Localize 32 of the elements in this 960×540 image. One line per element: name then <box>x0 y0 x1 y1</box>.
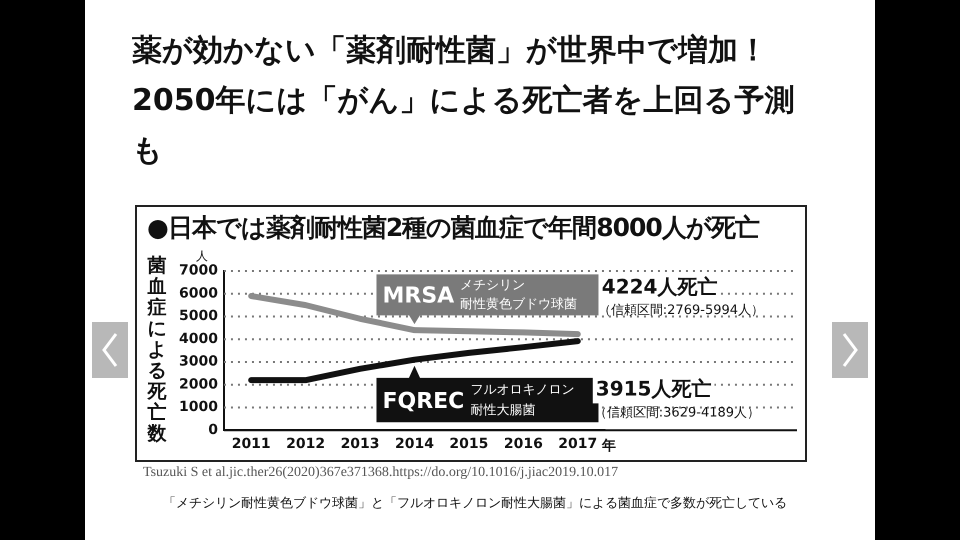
x-tick-label: 2013 <box>340 436 380 452</box>
annotation: （信頼区間:2769-5994人） <box>598 303 764 318</box>
text: 菌血症による死亡数 <box>148 254 166 445</box>
x-axis-title: 年 <box>600 438 616 454</box>
legend-label: FQREC <box>382 388 464 414</box>
chart-title: 薬が効かない「薬剤耐性菌」が世界中で増加！2050年には「がん」による死亡者を上回る予測も <box>132 32 796 170</box>
y-tick-label: 5000 <box>178 308 218 324</box>
chart-subtitle: ●日本では薬剤耐性菌2種の菌血症で年間8000人が死亡 <box>147 212 759 244</box>
series-label: MRSA <box>382 284 454 309</box>
x-tick-label: 2014 <box>395 436 434 452</box>
annotation: （信頼区間:3629-4189人） <box>594 406 760 421</box>
x-tick-label: 2011 <box>232 436 271 452</box>
text: 人 <box>196 249 208 264</box>
y-tick-label: 4000 <box>178 330 218 347</box>
y-tick-label: 7000 <box>178 262 218 279</box>
text: Tsuzuki S et al.jic.ther26(2020)367e371368.https://do.org/10.1016/j.jiac2019.10.017 <box>143 465 618 481</box>
annotation: メチシリン <box>460 278 526 294</box>
x-tick-label: 2017 <box>558 436 598 452</box>
y-tick-label: 6000 <box>178 285 218 302</box>
annotation: 耐性黄色ブドウ球菌 <box>460 297 578 312</box>
text: 「メチシリン耐性黄色ブドウ球菌」と「フルオロキノロン耐性大腸菌」による菌血症で多数が死亡している <box>162 496 788 512</box>
y-tick-label: 0 <box>208 422 218 438</box>
x-tick-label: 2015 <box>449 436 488 452</box>
annotation: 4224人死亡 <box>602 274 718 298</box>
x-tick-label: 2016 <box>504 436 543 452</box>
y-tick-label: 2000 <box>178 376 218 392</box>
y-tick-label: 3000 <box>178 354 218 370</box>
annotation: 耐性大腸菌 <box>470 403 536 418</box>
y-tick-label: 1000 <box>178 399 218 416</box>
annotation: フルオロキノロン <box>470 382 574 398</box>
x-tick-label: 2012 <box>286 436 326 452</box>
annotation: 3915人死亡 <box>596 376 712 401</box>
